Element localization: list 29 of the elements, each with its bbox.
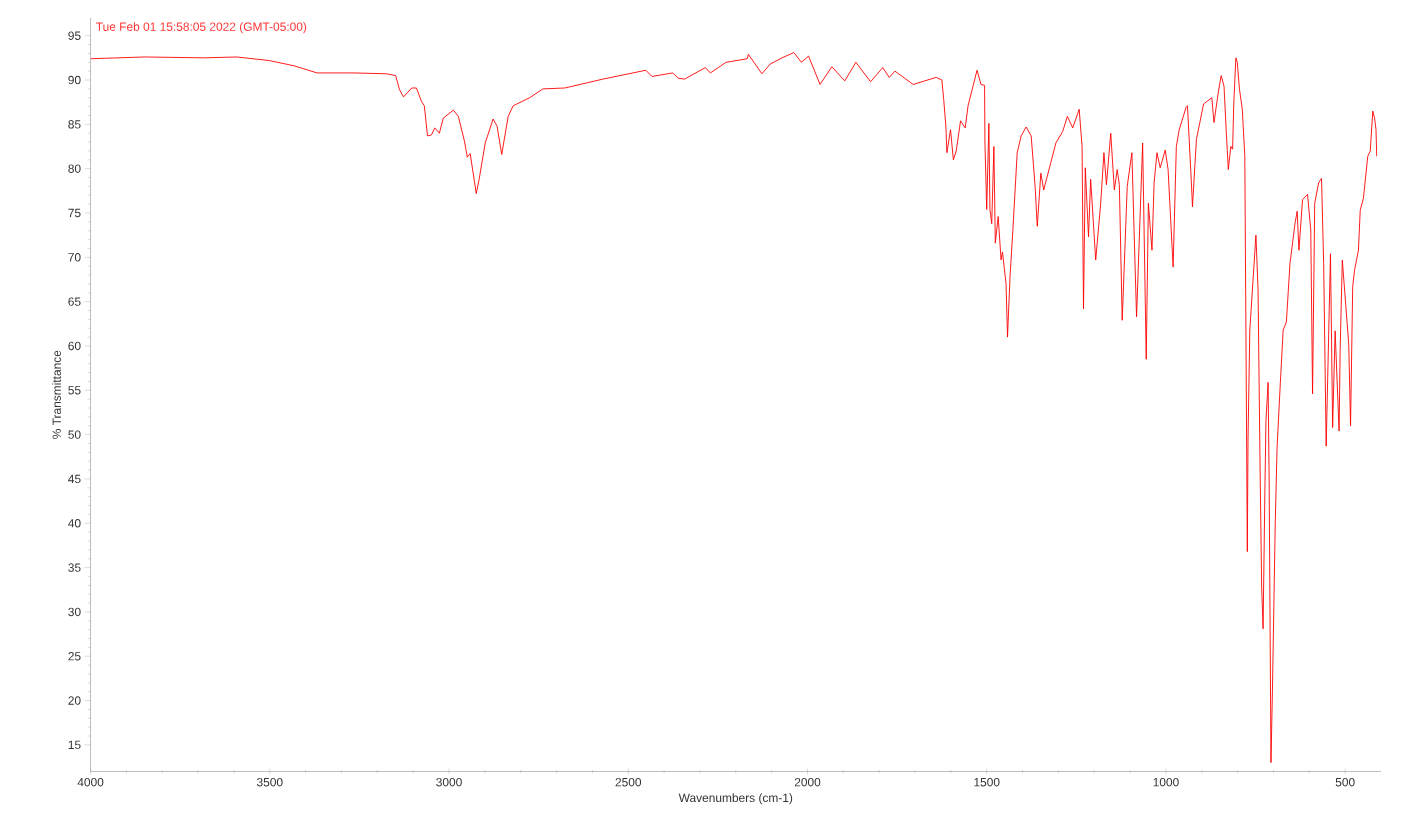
y-tick-label: 25 — [68, 651, 81, 661]
y-tick-label: 40 — [68, 518, 81, 528]
x-tick-label: 1000 — [1153, 777, 1179, 787]
x-tick-label: 3000 — [436, 777, 462, 787]
x-tick-label: 4000 — [77, 777, 104, 787]
y-tick-label: 75 — [68, 208, 81, 217]
y-tick-label: 30 — [68, 607, 81, 616]
x-axis-title: Wavenumbers (cm-1) — [678, 793, 793, 805]
y-tick-label: 70 — [68, 252, 81, 262]
y-tick-label: 50 — [68, 430, 81, 439]
x-tick-label: 1500 — [974, 777, 1000, 787]
x-tick-label: 2500 — [615, 777, 642, 787]
x-tick-label: 3500 — [256, 777, 283, 787]
y-tick-label: 55 — [68, 385, 81, 395]
y-tick-label: 80 — [68, 164, 81, 173]
y-tick-label: 65 — [68, 297, 81, 306]
y-tick-label: 60 — [68, 341, 81, 351]
y-tick-label: 85 — [68, 119, 81, 129]
annotation: Tue Feb 01 15:58:05 2022 (GMT-05:00) — [96, 21, 307, 34]
y-tick-label: 90 — [68, 75, 81, 85]
y-tick-label: 45 — [68, 474, 81, 483]
y-tick-label: 20 — [68, 696, 81, 705]
y-tick-label: 95 — [68, 31, 81, 40]
y-axis-title: % Transmittance — [52, 350, 61, 439]
line-series — [90, 51, 1378, 763]
y-tick-label: 35 — [68, 563, 81, 572]
y-tick-label: 15 — [68, 740, 81, 749]
x-tick-label: 500 — [1335, 777, 1355, 787]
x-tick-label: 2000 — [794, 777, 821, 787]
